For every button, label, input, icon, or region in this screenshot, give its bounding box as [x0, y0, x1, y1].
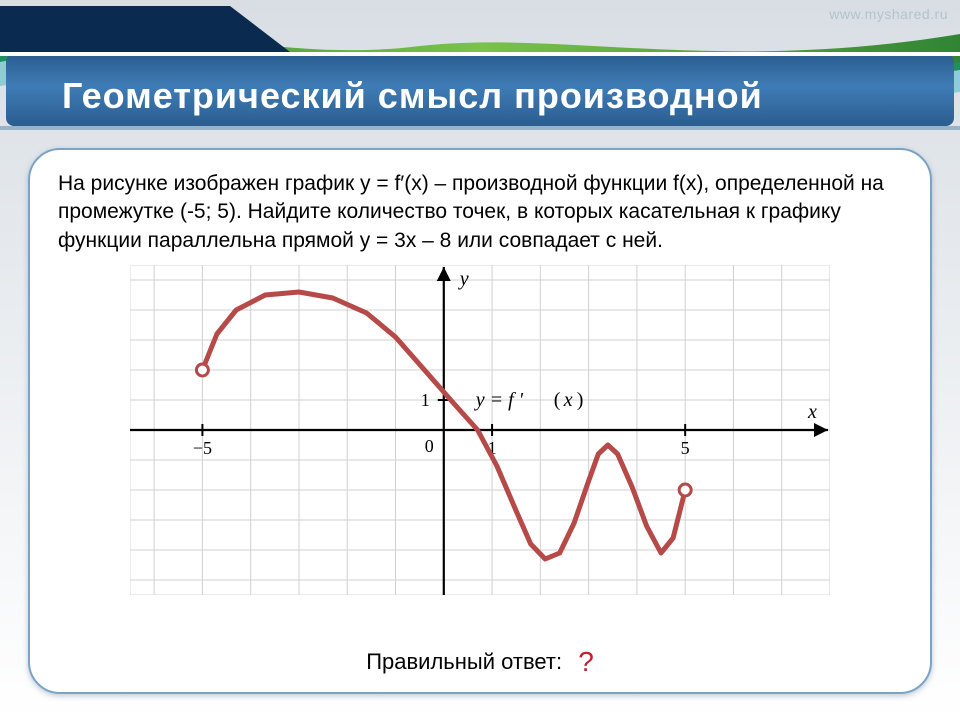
svg-text:x: x — [563, 389, 573, 411]
svg-text:x: x — [807, 401, 817, 423]
svg-text:y: y — [458, 268, 469, 290]
top-banner: Геометрический смысл производной — [0, 6, 960, 136]
svg-text:y = f ′: y = f ′ — [474, 389, 524, 411]
svg-text:0: 0 — [425, 436, 434, 456]
derivative-chart: 1−5015xyy = f ′(x) — [130, 265, 830, 595]
svg-text:5: 5 — [681, 438, 690, 458]
answer-label: Правильный ответ: — [366, 649, 566, 674]
title-box: Геометрический смысл производной — [0, 60, 960, 132]
content-card: На рисунке изображен график y = f′(x) – … — [28, 148, 932, 694]
answer-value: ? — [572, 646, 594, 677]
answer-row: Правильный ответ: ? — [30, 646, 930, 678]
svg-text:−5: −5 — [193, 438, 212, 458]
chart-svg: 1−5015xyy = f ′(x) — [130, 265, 830, 595]
svg-text:): ) — [577, 389, 584, 411]
slide-title: Геометрический смысл производной — [62, 75, 763, 117]
svg-text:1: 1 — [421, 390, 430, 410]
svg-text:(: ( — [554, 389, 561, 411]
task-text: На рисунке изображен график y = f′(x) – … — [58, 170, 902, 255]
